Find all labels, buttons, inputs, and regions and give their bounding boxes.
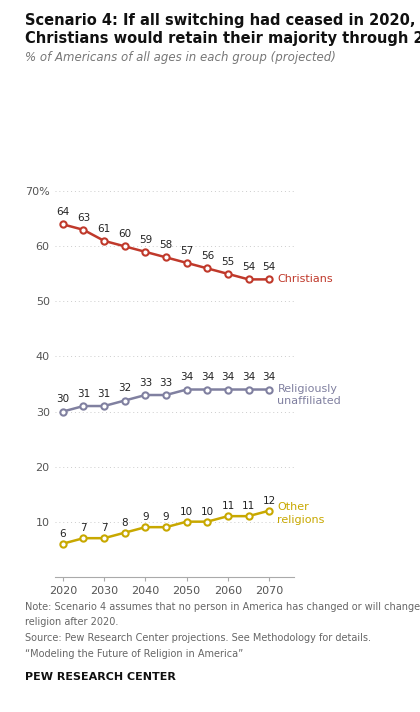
Text: 8: 8: [121, 518, 128, 528]
Text: 10: 10: [180, 507, 193, 517]
Text: 7: 7: [101, 523, 108, 533]
Text: 55: 55: [221, 257, 235, 267]
Text: 56: 56: [201, 251, 214, 261]
Text: 63: 63: [77, 213, 90, 223]
Text: 9: 9: [142, 512, 149, 522]
Text: 54: 54: [242, 262, 255, 272]
Text: Source: Pew Research Center projections. See Methodology for details.: Source: Pew Research Center projections.…: [25, 633, 371, 643]
Text: 33: 33: [139, 378, 152, 388]
Text: Christians: Christians: [278, 274, 333, 284]
Text: 31: 31: [97, 389, 111, 399]
Text: 64: 64: [56, 207, 69, 217]
Text: 58: 58: [160, 240, 173, 250]
Text: 11: 11: [242, 501, 255, 511]
Text: 34: 34: [201, 372, 214, 382]
Text: religion after 2020.: religion after 2020.: [25, 617, 118, 627]
Text: Other
religions: Other religions: [278, 502, 325, 525]
Text: PEW RESEARCH CENTER: PEW RESEARCH CENTER: [25, 672, 176, 682]
Text: 54: 54: [262, 262, 276, 272]
Text: 9: 9: [163, 512, 169, 522]
Text: 30: 30: [56, 394, 69, 404]
Text: 6: 6: [60, 529, 66, 539]
Text: 11: 11: [221, 501, 235, 511]
Text: 12: 12: [262, 496, 276, 506]
Text: 57: 57: [180, 246, 193, 256]
Text: 60: 60: [118, 229, 131, 239]
Text: 31: 31: [77, 389, 90, 399]
Text: 7: 7: [80, 523, 87, 533]
Text: 34: 34: [221, 372, 235, 382]
Text: Religiously
unaffiliated: Religiously unaffiliated: [278, 384, 341, 407]
Text: 33: 33: [160, 378, 173, 388]
Text: Christians would retain their majority through 2070: Christians would retain their majority t…: [25, 31, 420, 46]
Text: 34: 34: [180, 372, 193, 382]
Text: % of Americans of all ages in each group (projected): % of Americans of all ages in each group…: [25, 51, 336, 64]
Text: 32: 32: [118, 383, 131, 393]
Text: 34: 34: [262, 372, 276, 382]
Text: Scenario 4: If all switching had ceased in 2020,: Scenario 4: If all switching had ceased …: [25, 13, 416, 28]
Text: 61: 61: [97, 224, 111, 234]
Text: 34: 34: [242, 372, 255, 382]
Text: “Modeling the Future of Religion in America”: “Modeling the Future of Religion in Amer…: [25, 649, 244, 659]
Text: Note: Scenario 4 assumes that no person in America has changed or will change th: Note: Scenario 4 assumes that no person …: [25, 602, 420, 612]
Text: 59: 59: [139, 235, 152, 245]
Text: 10: 10: [201, 507, 214, 517]
